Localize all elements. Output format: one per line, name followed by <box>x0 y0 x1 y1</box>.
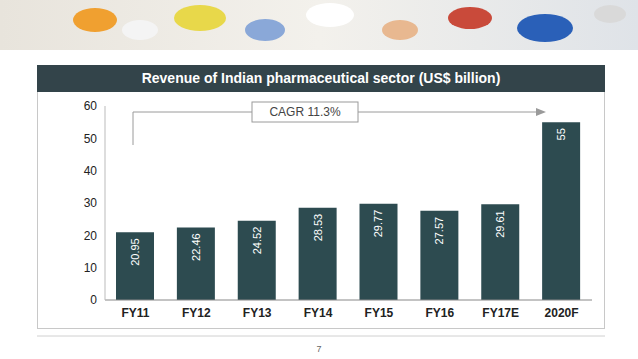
svg-text:24.52: 24.52 <box>251 227 263 255</box>
svg-text:27.57: 27.57 <box>433 217 445 245</box>
svg-text:FY17E: FY17E <box>482 306 519 320</box>
svg-text:2020F: 2020F <box>545 306 579 320</box>
svg-text:CAGR 11.3%: CAGR 11.3% <box>269 105 340 119</box>
svg-text:0: 0 <box>90 293 97 307</box>
svg-text:28.53: 28.53 <box>312 214 324 242</box>
svg-text:22.46: 22.46 <box>190 233 202 261</box>
svg-text:30: 30 <box>84 196 98 210</box>
svg-text:55: 55 <box>555 128 567 140</box>
svg-text:29.61: 29.61 <box>494 210 506 238</box>
svg-text:29.77: 29.77 <box>373 210 385 238</box>
svg-text:FY11: FY11 <box>121 306 149 320</box>
svg-text:50: 50 <box>84 132 98 146</box>
svg-text:60: 60 <box>84 99 98 113</box>
svg-text:FY12: FY12 <box>182 306 211 320</box>
svg-text:10: 10 <box>84 261 98 275</box>
svg-text:20: 20 <box>84 229 98 243</box>
svg-text:FY13: FY13 <box>243 306 272 320</box>
svg-text:FY15: FY15 <box>365 306 394 320</box>
svg-text:20.95: 20.95 <box>129 238 141 266</box>
svg-text:40: 40 <box>84 164 98 178</box>
svg-text:FY14: FY14 <box>304 306 333 320</box>
svg-text:7: 7 <box>316 344 321 354</box>
html-text:Revenue of Indian pharmaceutic: Revenue of Indian pharmaceutical sector … <box>141 70 501 86</box>
svg-text:FY16: FY16 <box>425 306 454 320</box>
